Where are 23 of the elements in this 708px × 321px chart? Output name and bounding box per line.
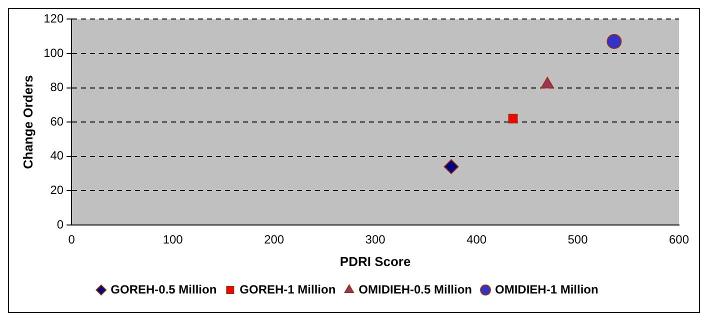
legend-label: GOREH-1 Million xyxy=(240,282,336,296)
y-tick-label: 100 xyxy=(44,46,64,60)
y-tick-label: 0 xyxy=(56,217,64,232)
x-tick-label: 0 xyxy=(68,232,76,247)
x-axis-title: PDRI Score xyxy=(340,254,411,269)
x-tick-label: 200 xyxy=(264,232,284,247)
x-tick-label: 300 xyxy=(365,232,386,247)
y-tick-label: 20 xyxy=(50,183,64,198)
x-tick-label: 100 xyxy=(162,232,184,247)
y-tick-label: 80 xyxy=(50,80,64,94)
legend-label: GOREH-0.5 Million xyxy=(110,282,217,296)
point xyxy=(606,34,622,49)
point xyxy=(444,159,459,174)
y-tick-label: 40 xyxy=(50,148,64,163)
y-axis-title: Change Orders xyxy=(20,75,36,170)
legend-label: OMIDIEH-1 Million xyxy=(495,282,598,296)
legend-label: OMIDIEH-0.5 Million xyxy=(358,282,472,296)
y-tick-label: 120 xyxy=(44,12,64,26)
x-tick-label: 400 xyxy=(466,232,487,247)
y-tick-label: 60 xyxy=(50,114,64,128)
point xyxy=(508,114,518,124)
x-tick-label: 600 xyxy=(668,232,690,247)
x-tick-label: 500 xyxy=(568,232,588,247)
